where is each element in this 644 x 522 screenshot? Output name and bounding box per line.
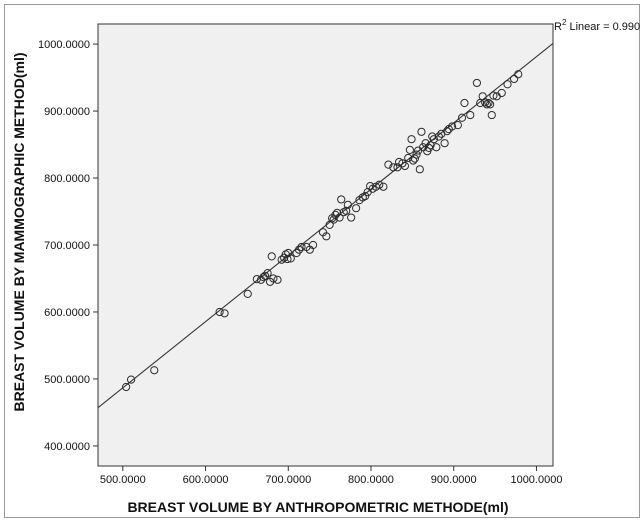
data-point (457, 113, 467, 122)
y-tick-label: 1000.0000 (38, 39, 90, 51)
plot-area (98, 24, 553, 466)
data-point (453, 121, 462, 130)
data-point (510, 74, 519, 84)
data-point (497, 88, 506, 98)
data-point (503, 80, 512, 89)
data-point (484, 98, 493, 108)
data-point (375, 180, 384, 189)
data-point (429, 135, 438, 144)
data-point (489, 91, 498, 100)
data-point (514, 70, 523, 79)
data-point (447, 122, 457, 131)
data-point (366, 181, 375, 191)
data-point (466, 110, 475, 120)
data-point (409, 156, 418, 165)
y-tick-label: 800.0000 (44, 173, 90, 185)
data-point (434, 132, 443, 141)
y-tick-label: 600.0000 (44, 307, 90, 319)
data-point (352, 204, 361, 213)
data-point (269, 274, 278, 283)
data-point (440, 139, 449, 148)
x-tick-label: 800.0000 (348, 474, 394, 486)
data-point (331, 210, 340, 219)
data-point (337, 195, 346, 204)
data-point (286, 254, 295, 263)
data-point (481, 98, 490, 107)
y-tick-label: 900.0000 (44, 106, 90, 118)
data-point (284, 248, 293, 258)
figure-border (4, 4, 640, 518)
data-point (460, 98, 469, 108)
data-point (283, 254, 292, 264)
data-point (332, 208, 342, 217)
x-axis-title: BREAST VOLUME BY ANTHROPOMETRIC METHODE(… (127, 499, 508, 515)
data-point (384, 160, 393, 169)
y-tick-label: 400.0000 (44, 441, 90, 453)
r-squared-label: R2 Linear = 0.990 (554, 18, 640, 33)
data-point (215, 307, 224, 317)
data-point (267, 252, 276, 261)
data-point (335, 213, 344, 222)
data-point (243, 289, 252, 298)
data-point (126, 375, 136, 384)
data-point (294, 245, 304, 254)
data-point (322, 232, 331, 241)
data-point (263, 269, 272, 278)
data-point (417, 127, 426, 136)
y-tick-label: 500.0000 (44, 374, 90, 386)
data-point (398, 159, 407, 168)
data-point (308, 240, 318, 250)
data-point (487, 110, 496, 120)
x-tick-label: 500.0000 (100, 474, 146, 486)
data-point (273, 275, 282, 284)
data-point (400, 161, 410, 171)
data-point (432, 143, 441, 152)
data-point (407, 135, 416, 144)
data-point (472, 78, 481, 88)
data-point (379, 182, 388, 191)
data-point (486, 100, 495, 109)
data-point (482, 100, 491, 109)
y-axis-title: BREAST VOLUME BY MAMMOGRAPHIC METHOD(ml) (11, 52, 27, 411)
plot-content (98, 42, 553, 409)
data-point (297, 242, 306, 252)
y-tick-label: 700.0000 (44, 240, 90, 252)
data-point (404, 153, 413, 163)
data-point (150, 366, 159, 375)
data-point (261, 271, 270, 280)
data-point (277, 255, 286, 264)
data-point (329, 215, 338, 224)
data-point (347, 213, 356, 222)
data-point (405, 145, 414, 155)
data-point (410, 154, 419, 163)
data-point (122, 382, 131, 392)
x-tick-label: 900.0000 (431, 474, 477, 486)
x-tick-label: 1000.0000 (510, 474, 562, 486)
data-point (342, 206, 351, 215)
data-point (389, 163, 398, 172)
data-point (415, 165, 424, 174)
data-point (361, 192, 370, 201)
data-point (443, 127, 452, 136)
data-point (220, 309, 229, 318)
data-point (412, 150, 421, 159)
x-tick-label: 600.0000 (183, 474, 229, 486)
x-tick-label: 700.0000 (265, 474, 311, 486)
data-point (426, 141, 435, 150)
data-point (343, 200, 352, 209)
